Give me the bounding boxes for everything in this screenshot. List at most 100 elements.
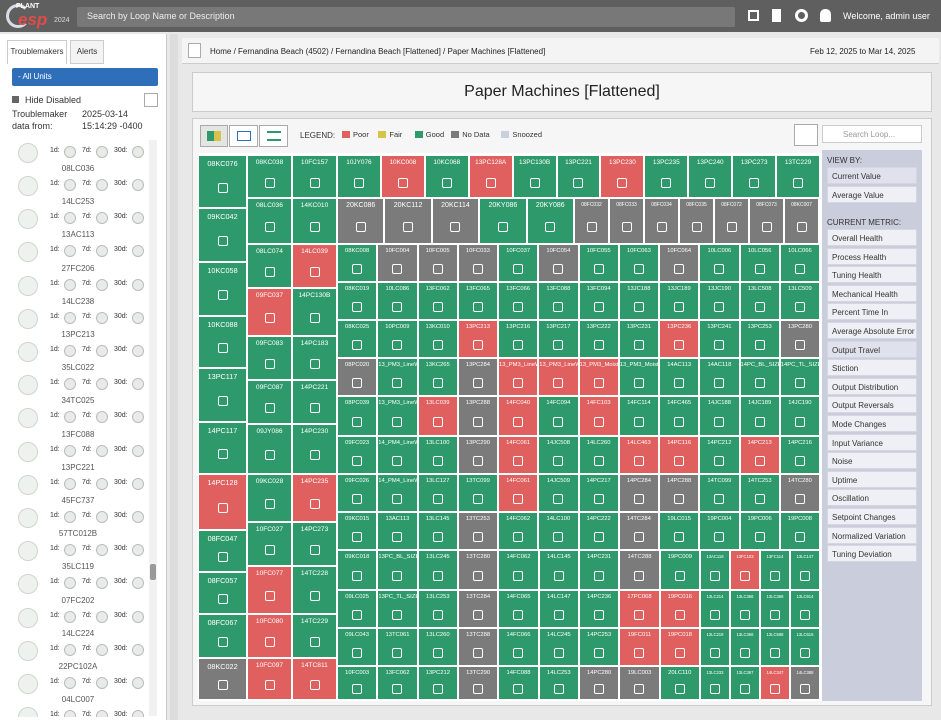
loop-tile[interactable]: 14AC113	[659, 358, 700, 396]
period-button[interactable]	[132, 411, 144, 424]
loop-tile[interactable]: 13TC284	[457, 590, 499, 628]
loop-tile[interactable]: 13PC_BL_SIZE	[377, 550, 418, 590]
loop-tile[interactable]: 08FC067	[198, 614, 247, 658]
loop-tile[interactable]: 14PC236	[578, 590, 620, 628]
metric-option[interactable]: Oscillation	[827, 489, 917, 507]
period-button[interactable]	[96, 610, 108, 623]
loop-tile[interactable]: 14TC280	[779, 474, 820, 512]
loop-name[interactable]: 35LC022	[61, 363, 95, 373]
loop-tile[interactable]: 14PC284	[618, 474, 659, 512]
loop-tile[interactable]: 10FC077	[247, 566, 292, 614]
loop-tile[interactable]: 10FC004	[377, 244, 418, 282]
loop-tile[interactable]: 10FC005	[417, 244, 458, 282]
loop-icon[interactable]	[18, 574, 38, 595]
loop-tile[interactable]: 14PC230	[292, 424, 337, 474]
loop-tile[interactable]: 08FC035	[679, 198, 714, 244]
loop-tile[interactable]: 13_PM3_Moisture	[578, 358, 619, 396]
loop-icon[interactable]	[18, 275, 38, 296]
loop-tile[interactable]: 14_PM4_LineWeight	[377, 436, 418, 474]
loop-tile[interactable]: 19LC015	[659, 512, 700, 550]
period-button[interactable]	[132, 511, 144, 523]
metric-option[interactable]: Mode Changes	[827, 415, 917, 432]
loop-tile[interactable]: 13LC508	[739, 282, 780, 320]
loop-tile[interactable]: 13FC094	[578, 282, 619, 320]
loop-tile[interactable]: 13FC062	[417, 282, 458, 320]
splitter[interactable]	[170, 34, 178, 720]
loop-tile[interactable]: 13LC509	[779, 282, 820, 320]
loop-tile[interactable]: 14LC147	[538, 590, 579, 628]
metric-option[interactable]: Uptime	[827, 470, 917, 488]
loop-tile[interactable]: 14TC228	[292, 566, 337, 614]
period-button[interactable]	[132, 610, 144, 623]
period-button[interactable]	[64, 544, 76, 557]
loop-tile[interactable]: 13LC145	[417, 512, 458, 550]
loop-tile[interactable]: 13LC147	[789, 550, 820, 590]
loop-tile[interactable]: 14LC463	[618, 436, 659, 474]
loop-name[interactable]: 14LC253	[61, 197, 95, 207]
loop-tile[interactable]: 13TC253	[457, 512, 498, 550]
loop-tile[interactable]: 09FC037	[247, 288, 292, 336]
period-button[interactable]	[132, 710, 144, 717]
period-button[interactable]	[132, 245, 144, 258]
loop-tile[interactable]: 13LC253	[417, 590, 458, 628]
settings-icon[interactable]	[795, 9, 808, 22]
loop-tile[interactable]: 10LC086	[377, 282, 418, 320]
loop-tile[interactable]: 14PC212	[699, 436, 740, 474]
loop-tile[interactable]: 13LC366	[729, 628, 760, 666]
loop-tile[interactable]: 14FC088	[498, 666, 539, 700]
loop-tile[interactable]: 08KC007	[784, 198, 819, 244]
loop-tile[interactable]: 19PC018	[659, 628, 700, 666]
loop-tile[interactable]: 13AC113	[377, 512, 418, 550]
loop-tile[interactable]: 08KC022	[198, 658, 247, 700]
period-button[interactable]	[96, 411, 108, 424]
period-button[interactable]	[64, 411, 76, 424]
loop-tile[interactable]: 13JC190	[699, 282, 740, 320]
loop-tile[interactable]: 08FC032	[574, 198, 609, 244]
period-button[interactable]	[64, 477, 76, 490]
loop-tile[interactable]: 13TC290	[457, 666, 499, 700]
loop-icon[interactable]	[18, 242, 38, 263]
loop-tile[interactable]: 20LC110	[659, 666, 700, 700]
loop-tile[interactable]: 10LC006	[699, 244, 740, 282]
loop-name[interactable]: 13PC221	[61, 462, 95, 472]
metric-option[interactable]: Noise	[827, 452, 917, 470]
period-button[interactable]	[132, 278, 144, 291]
loop-tile[interactable]: 13JC188	[618, 282, 659, 320]
loop-tile[interactable]: 08KC025	[337, 320, 378, 358]
search-loop[interactable]: Search Loop...	[822, 125, 922, 143]
metric-option[interactable]: Stiction	[827, 359, 917, 377]
period-button[interactable]	[132, 577, 144, 590]
loop-tile[interactable]: 13LC615	[789, 628, 820, 666]
period-button[interactable]	[64, 444, 76, 457]
period-button[interactable]	[64, 311, 76, 324]
loop-tile[interactable]: 13PC280	[779, 320, 820, 358]
loop-icon[interactable]	[18, 674, 38, 694]
loop-tile[interactable]: 19FC011	[619, 628, 660, 666]
metric-option[interactable]: Mechanical Health	[827, 284, 917, 302]
loop-name[interactable]: 13AC113	[61, 230, 95, 240]
loop-name[interactable]: 45FC737	[61, 496, 95, 505]
loop-tile[interactable]: 13PC284	[457, 358, 498, 396]
loop-tile[interactable]: 20KC114	[431, 198, 480, 244]
period-button[interactable]	[96, 345, 108, 357]
loop-tile[interactable]: 14LC039	[292, 244, 337, 288]
loop-tile[interactable]: 08FC034	[644, 198, 679, 244]
table-view[interactable]	[229, 125, 258, 147]
metric-option[interactable]: Tuning Health	[827, 266, 917, 284]
treemap-view[interactable]	[200, 125, 228, 147]
period-button[interactable]	[96, 544, 108, 557]
date-range[interactable]: Feb 12, 2025 to Mar 14, 2025	[810, 47, 916, 56]
loop-tile[interactable]: 14PC_TL_SIZE	[779, 358, 820, 396]
loop-tile[interactable]: 13FC103	[729, 550, 760, 590]
metric-option[interactable]: Input Variance	[827, 433, 917, 451]
loop-tile[interactable]: 13PC217	[538, 320, 579, 358]
loop-tile[interactable]: 08KC038	[247, 155, 292, 198]
loop-tile[interactable]: 13PC222	[578, 320, 619, 358]
loop-icon[interactable]	[18, 176, 38, 196]
loop-icon[interactable]	[18, 209, 38, 230]
refresh-button[interactable]	[144, 93, 158, 107]
loop-tile[interactable]: 14FC061	[498, 474, 539, 512]
period-button[interactable]	[64, 610, 76, 623]
loop-tile[interactable]: 10FC157	[292, 155, 337, 198]
loop-icon[interactable]	[18, 375, 38, 396]
